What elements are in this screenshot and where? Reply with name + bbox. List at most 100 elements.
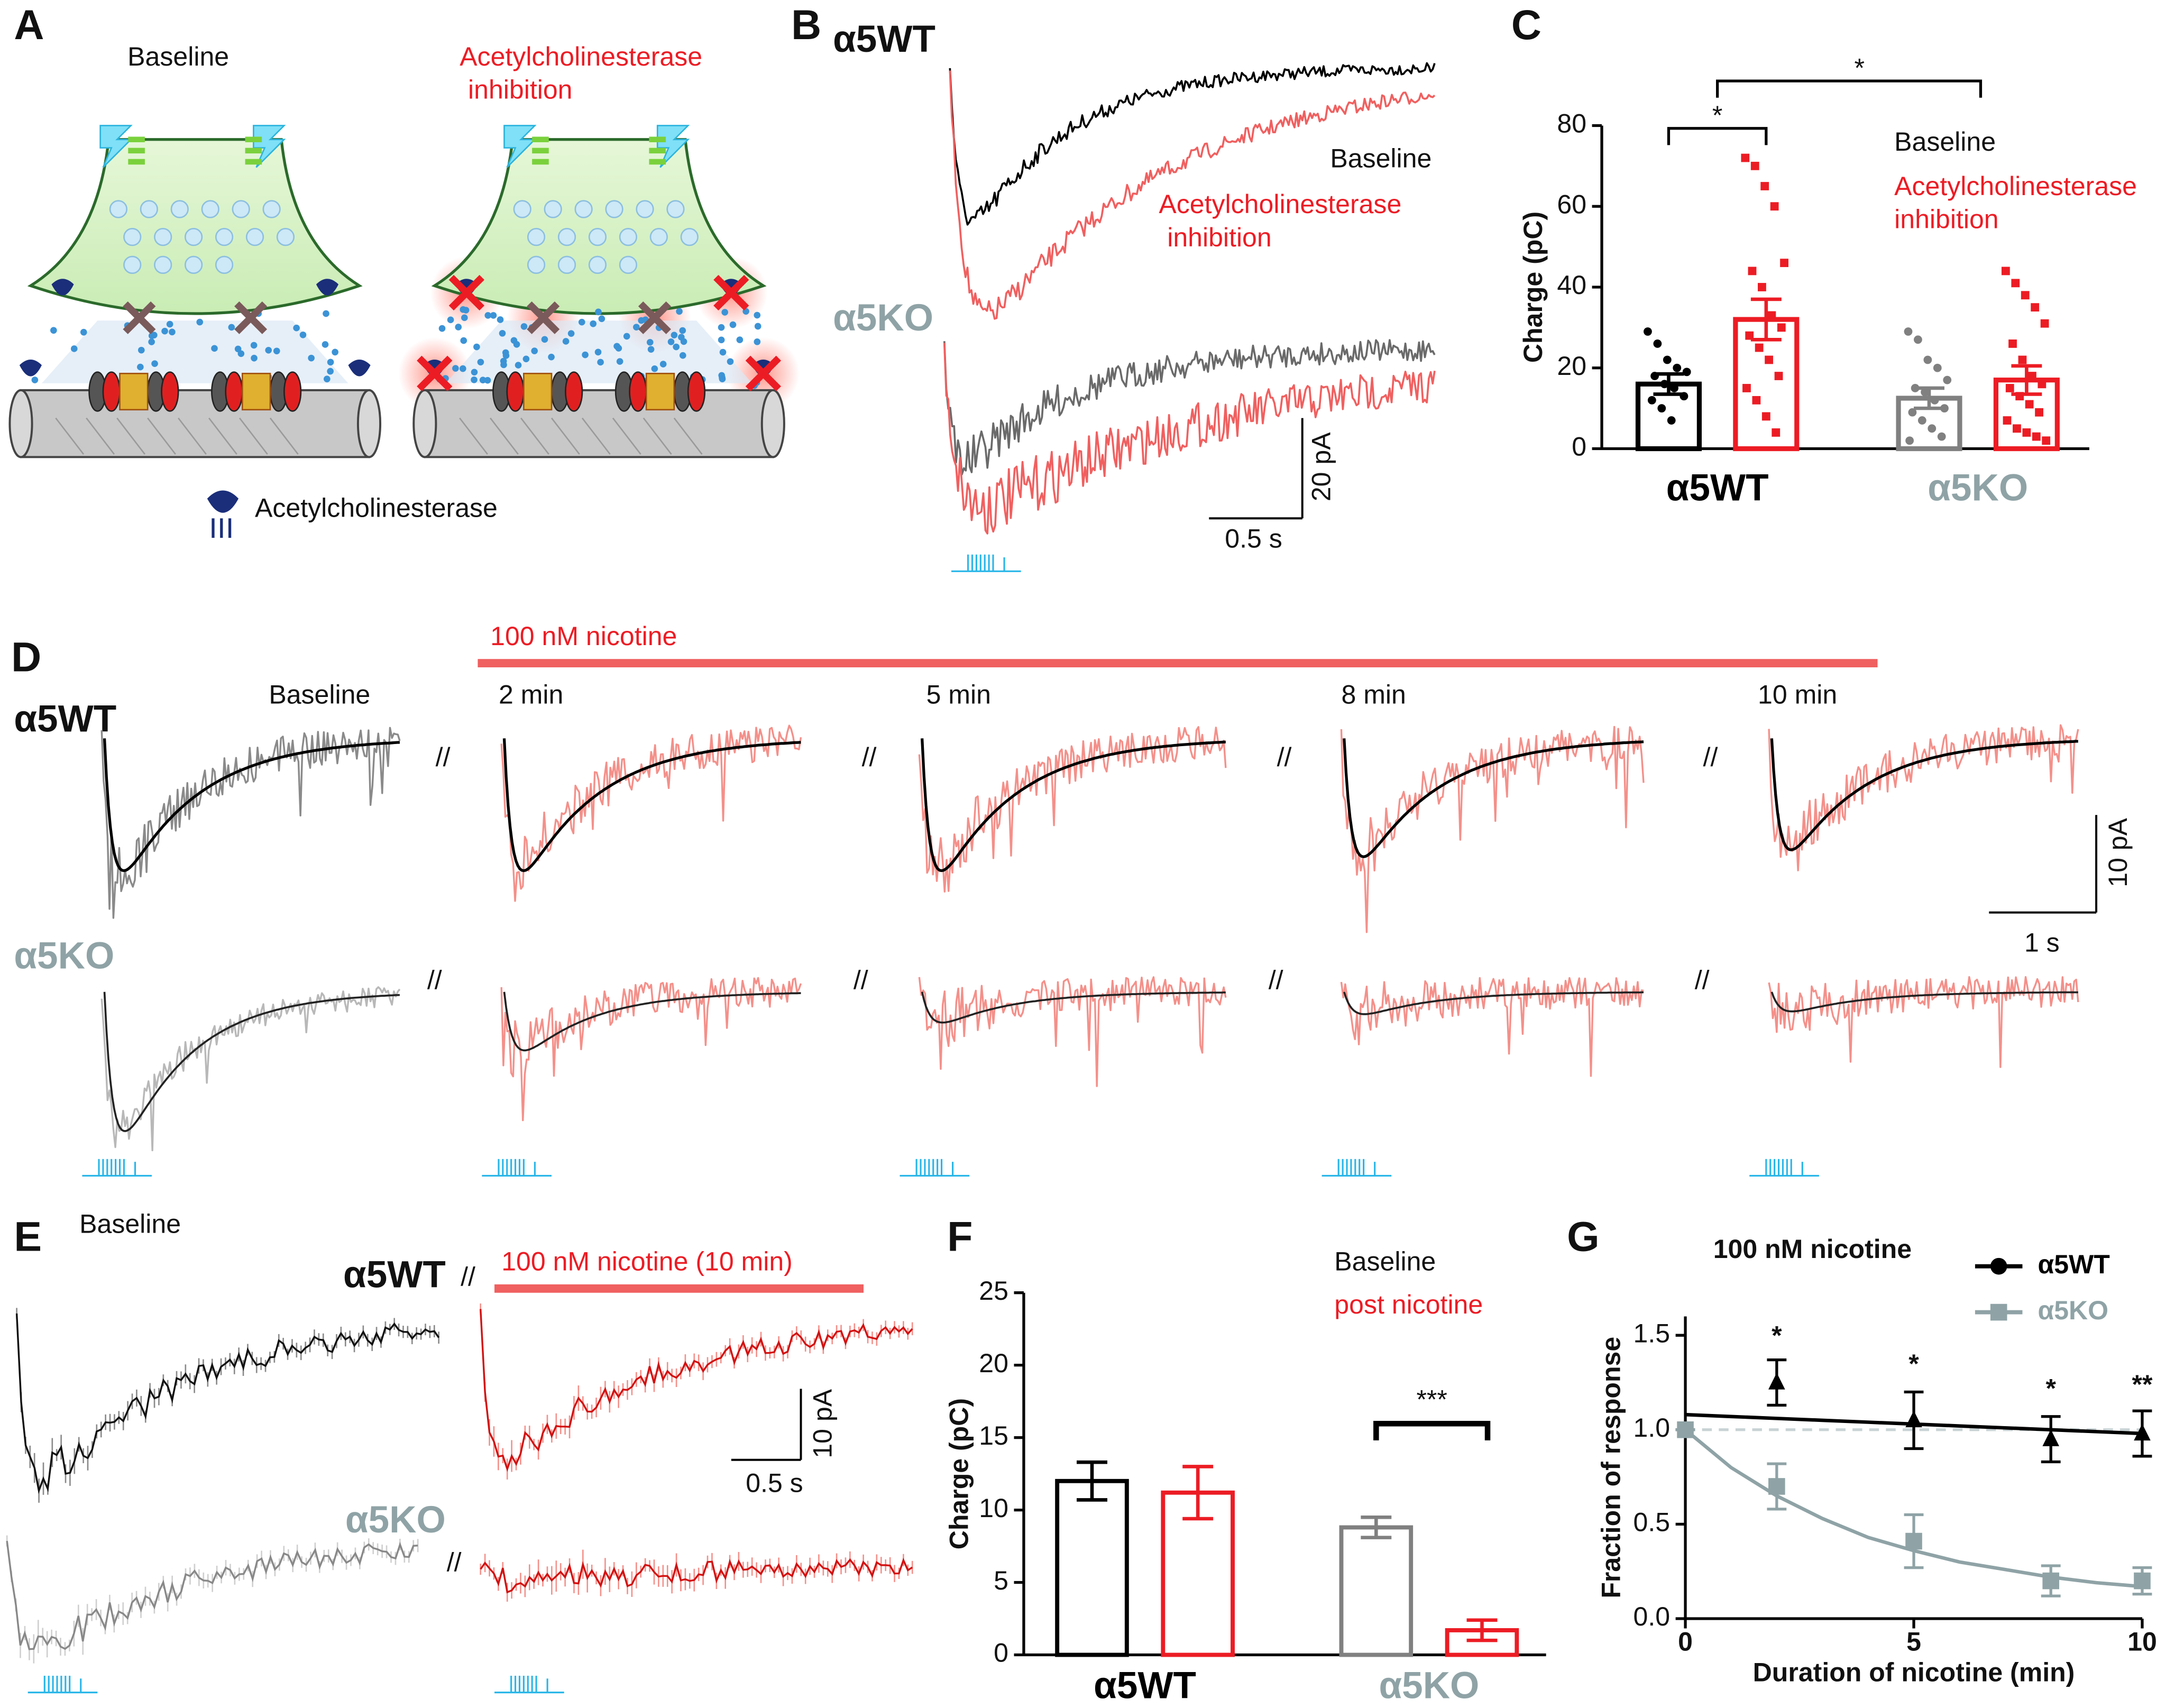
vesicle: [245, 228, 264, 246]
scale-label: 0.5 s: [746, 1468, 803, 1498]
ach: [676, 308, 683, 315]
sig-bracket: [1667, 127, 1768, 145]
trace: [1768, 976, 2079, 1068]
ach: [273, 347, 280, 355]
nicotinic: [128, 136, 145, 165]
panel-label: C: [1511, 1, 1541, 48]
stimulus-bolt: [503, 125, 537, 168]
d-time: 8 min: [1341, 680, 1406, 710]
panel-label: D: [11, 633, 41, 681]
trace: [103, 738, 400, 873]
y-tick-label: 20: [1557, 351, 1586, 381]
x-tick-label: α5WT: [1094, 1665, 1196, 1707]
y-tick-label: 10: [979, 1493, 1008, 1523]
data-point: [1914, 335, 1922, 344]
ache: [348, 359, 371, 377]
sig-label: *: [1712, 100, 1722, 130]
mesh: [643, 417, 672, 455]
vesicle: [123, 228, 142, 246]
data-point: [1647, 396, 1656, 405]
data-point: [1908, 408, 1917, 417]
y-tick-label: 60: [1557, 189, 1586, 219]
ache: [51, 279, 74, 296]
d-time: 5 min: [926, 680, 991, 710]
receptor: [687, 371, 706, 412]
data-point: [1917, 416, 1926, 425]
data-point: [1758, 283, 1766, 291]
trace: [943, 343, 1436, 535]
receptor-block: [119, 372, 149, 411]
y-tick-label: 40: [1557, 270, 1586, 300]
ach: [471, 369, 478, 376]
ach: [50, 327, 57, 334]
ach: [148, 332, 155, 339]
ach: [633, 324, 640, 330]
legend-label: α5KO: [2038, 1296, 2108, 1325]
data-point: [2022, 428, 2031, 437]
data-point: [2018, 355, 2027, 364]
vesicle: [140, 200, 158, 218]
data-point: [1904, 327, 1913, 336]
ach: [251, 354, 258, 362]
ach: [729, 321, 737, 328]
break-mark: //: [436, 742, 451, 772]
vesicle: [154, 255, 172, 274]
trace: [6, 1540, 418, 1650]
ach: [616, 358, 623, 365]
vesicle: [619, 255, 638, 274]
ach: [754, 323, 761, 330]
data-point: [2040, 319, 2049, 328]
data-point: [2005, 384, 2014, 392]
trace: [103, 991, 400, 1132]
trace: [100, 727, 401, 919]
y-tick-label: 0: [994, 1638, 1008, 1668]
data-point: [1663, 355, 1672, 364]
break-mark: //: [427, 966, 442, 995]
vesicle: [215, 228, 234, 246]
cleft: [42, 320, 348, 383]
ach: [460, 337, 467, 344]
data-point: [1777, 323, 1786, 332]
trace: [503, 991, 801, 1052]
vesicle: [666, 200, 685, 218]
ach: [324, 375, 331, 383]
bouton: [431, 138, 767, 315]
nicotinic: [245, 136, 262, 165]
x-tick-label: 5: [1906, 1627, 1921, 1657]
y-tick-label: 5: [994, 1566, 1008, 1595]
trace: [1343, 991, 1644, 1015]
ach: [718, 336, 725, 344]
trace: [15, 1313, 440, 1494]
x-tick-label: 10: [2127, 1627, 2157, 1657]
mesh: [178, 417, 207, 455]
ach: [595, 308, 602, 316]
y-tick-label: 15: [979, 1421, 1008, 1450]
nicotinic: [532, 136, 549, 165]
axon-end: [412, 389, 437, 458]
scale-label: 10 pA: [808, 1389, 838, 1458]
x-tick-label: 0: [1678, 1627, 1693, 1657]
break-mark: //: [854, 966, 868, 995]
ach: [678, 334, 685, 341]
d-wt-label: α5WT: [14, 699, 116, 740]
data-point: [1653, 339, 1662, 348]
ache-x: [417, 355, 453, 391]
data-point: [2003, 416, 2012, 425]
y-tick-label: 1.5: [1634, 1318, 1671, 1348]
ach: [647, 346, 655, 353]
data-point: [1928, 424, 1937, 433]
trace: [1340, 726, 1645, 933]
ach: [567, 330, 575, 337]
ache-x: [713, 274, 749, 311]
trace: [480, 1557, 913, 1594]
vesicle: [605, 200, 623, 218]
data-point: [1772, 428, 1781, 437]
mesh: [55, 417, 85, 455]
marker: [1905, 1532, 1922, 1550]
y-axis-label: Charge (pC): [1518, 212, 1548, 363]
sig-label: *: [1855, 53, 1865, 82]
y-tick-label: 80: [1557, 109, 1586, 139]
stimulus-bolt: [99, 125, 133, 168]
trace: [921, 991, 1226, 1024]
data-point: [1752, 396, 1761, 405]
